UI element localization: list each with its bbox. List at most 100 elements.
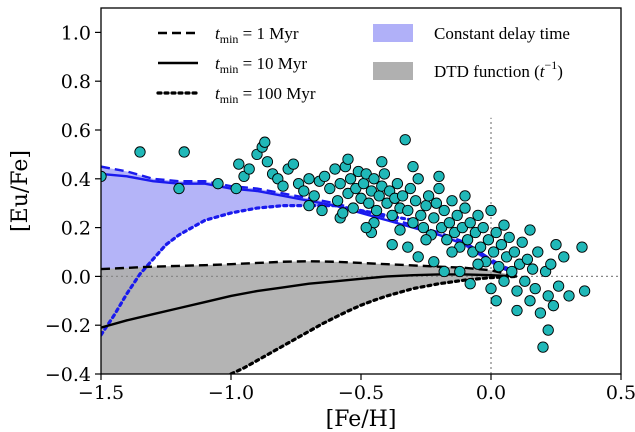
data-point <box>212 178 224 190</box>
data-point <box>550 239 562 251</box>
data-point <box>407 160 419 173</box>
data-point <box>446 195 458 207</box>
data-point <box>482 234 495 246</box>
data-point <box>459 190 471 202</box>
data-point <box>477 221 489 234</box>
data-point <box>324 182 336 195</box>
data-point <box>178 146 190 158</box>
data-point <box>407 217 419 229</box>
data-point <box>243 163 255 175</box>
data-point <box>542 290 554 302</box>
data-point <box>368 173 380 185</box>
data-point <box>134 146 146 158</box>
x-axis-label: [Fe/H] <box>326 407 397 432</box>
y-tick-label: 0.0 <box>61 266 91 288</box>
data-point <box>404 182 417 195</box>
data-point <box>287 158 300 170</box>
data-point <box>412 173 424 185</box>
data-point <box>490 226 502 239</box>
x-tick-label: −1.0 <box>208 382 254 404</box>
axes: −1.5 −1.0 −0.5 0.0 0.5 −0.4 −0.2 0.0 0.2 0.4 0.6 0.… <box>8 7 635 432</box>
data-point <box>308 190 320 202</box>
y-tick-label: 0.2 <box>61 218 91 240</box>
data-point <box>438 204 450 217</box>
legend-label-2: tmin = 100 Myr <box>215 84 316 106</box>
data-point <box>399 134 411 146</box>
data-point <box>370 204 383 217</box>
data-point <box>412 251 424 263</box>
data-point <box>524 295 536 307</box>
data-point <box>376 156 388 168</box>
data-point <box>524 224 536 236</box>
data-point <box>443 217 456 229</box>
data-point <box>516 236 528 248</box>
legend-patch-1 <box>373 62 413 80</box>
data-point <box>331 195 344 207</box>
y-tick-label: 0.6 <box>61 120 91 142</box>
data-point <box>526 263 539 275</box>
data-point <box>498 219 510 231</box>
data-point <box>529 282 541 295</box>
data-point <box>472 258 484 270</box>
data-point <box>498 275 510 287</box>
reference-lines <box>101 117 621 374</box>
data-point <box>487 246 500 258</box>
data-point <box>519 275 531 287</box>
data-point <box>503 231 515 244</box>
data-point <box>506 265 518 278</box>
x-tick-label: 0.5 <box>606 382 635 404</box>
data-point <box>464 278 476 290</box>
data-point <box>233 158 245 170</box>
scatter-points <box>101 134 591 353</box>
data-point <box>420 199 432 212</box>
data-point <box>394 224 406 236</box>
data-point <box>428 212 440 224</box>
data-point <box>490 295 502 307</box>
data-point <box>521 253 534 265</box>
data-point <box>409 195 422 207</box>
data-point <box>441 234 453 246</box>
data-point <box>173 182 185 195</box>
data-point <box>318 170 331 183</box>
data-point <box>485 282 497 295</box>
data-point <box>563 290 575 302</box>
data-point <box>316 204 328 217</box>
data-point <box>402 204 414 217</box>
data-point <box>552 280 565 292</box>
data-point <box>417 221 430 234</box>
data-point <box>337 207 349 219</box>
data-point <box>534 307 547 319</box>
data-point <box>298 185 310 197</box>
series-line-1 <box>101 172 518 276</box>
data-point <box>386 239 398 251</box>
data-point <box>461 234 474 246</box>
data-point <box>415 209 427 222</box>
data-point <box>428 256 440 268</box>
legend-patch-0 <box>373 24 413 42</box>
data-point <box>495 239 508 251</box>
y-tick-label: 1.0 <box>61 22 91 44</box>
data-point <box>537 341 549 353</box>
data-point <box>485 204 497 217</box>
data-point <box>277 180 289 192</box>
data-point <box>558 251 570 263</box>
data-point <box>547 300 560 312</box>
series-line-5 <box>229 274 519 374</box>
fill-areas <box>101 166 517 374</box>
legend-label-1: tmin = 10 Myr <box>215 54 307 76</box>
data-point <box>261 156 274 168</box>
data-point <box>303 173 315 185</box>
data-point <box>433 182 445 195</box>
y-tick-label: −0.2 <box>45 315 91 337</box>
data-point <box>259 136 271 148</box>
data-point <box>334 178 346 190</box>
data-point <box>386 209 398 222</box>
series-line-2 <box>101 204 415 337</box>
data-point <box>545 258 557 270</box>
data-point <box>508 246 521 258</box>
data-point <box>344 173 357 185</box>
data-point <box>511 304 523 317</box>
y-tick-label: 0.4 <box>61 169 91 191</box>
data-point <box>576 241 588 253</box>
fill-area-1 <box>101 261 517 374</box>
